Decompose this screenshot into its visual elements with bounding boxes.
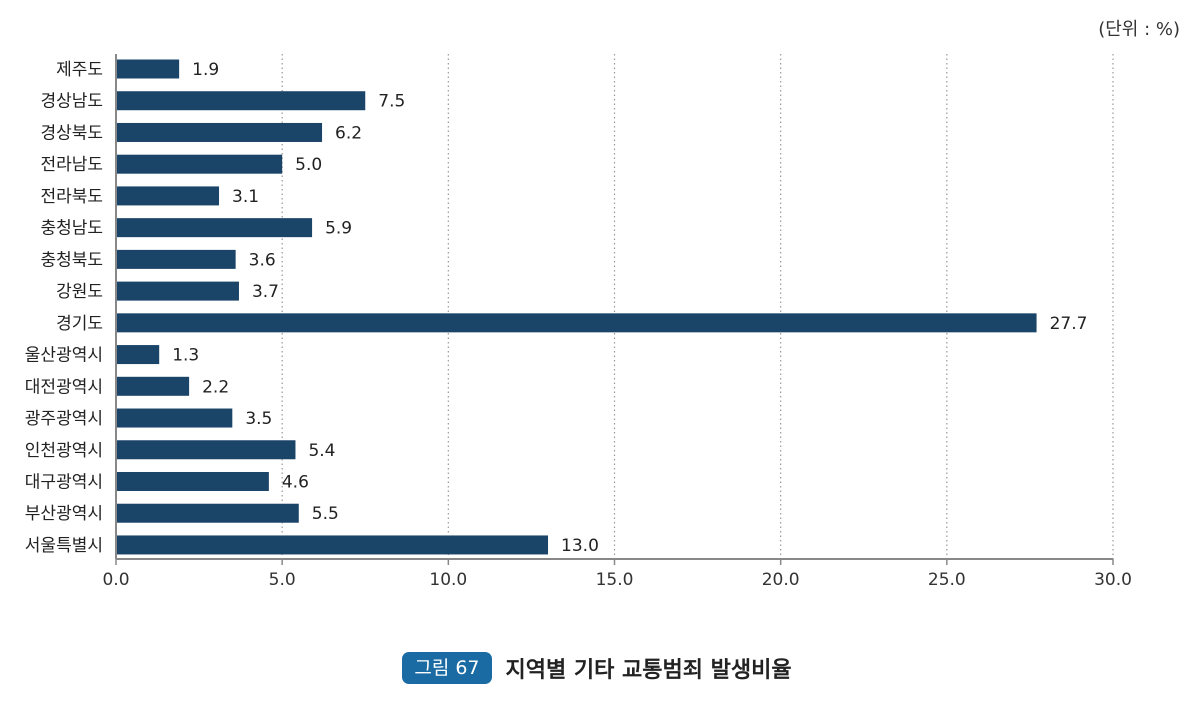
bar bbox=[117, 281, 239, 301]
bar bbox=[117, 313, 1037, 333]
x-tick-label: 20.0 bbox=[762, 570, 800, 590]
bar bbox=[117, 535, 549, 555]
category-label: 서울특별시 bbox=[25, 536, 103, 556]
category-label: 강원도 bbox=[56, 282, 103, 302]
bar bbox=[117, 408, 233, 428]
bar bbox=[117, 218, 313, 238]
value-label: 3.7 bbox=[252, 282, 279, 302]
category-label: 충청남도 bbox=[40, 219, 103, 239]
bars bbox=[117, 59, 1037, 555]
value-label: 5.0 bbox=[295, 155, 322, 175]
bar bbox=[117, 471, 269, 491]
bar-chart: 0.0 5.0 10.0 15.0 20.0 25.0 30.0 제주도 1.9 경상남도 7.5 경… bbox=[25, 54, 1132, 590]
x-tick-label: 5.0 bbox=[269, 570, 296, 590]
category-label: 광주광역시 bbox=[25, 409, 103, 429]
value-label: 13.0 bbox=[561, 536, 599, 556]
value-label: 5.4 bbox=[308, 441, 335, 461]
bar bbox=[117, 122, 323, 142]
category-label: 전라남도 bbox=[40, 155, 103, 175]
category-label: 울산광역시 bbox=[25, 346, 103, 366]
figure-title: 지역별 기타 교통범죄 발생비율 bbox=[505, 658, 792, 683]
axes bbox=[115, 54, 1114, 565]
value-label: 27.7 bbox=[1050, 314, 1088, 334]
category-label: 인천광역시 bbox=[25, 441, 103, 461]
value-label: 3.1 bbox=[232, 187, 259, 207]
bar bbox=[117, 186, 220, 206]
x-tick-label: 10.0 bbox=[429, 570, 467, 590]
bar bbox=[117, 91, 366, 111]
bar bbox=[117, 345, 160, 365]
x-tick-label: 15.0 bbox=[596, 570, 634, 590]
category-label: 제주도 bbox=[56, 60, 103, 80]
category-label: 경기도 bbox=[56, 314, 103, 334]
figure-number-badge: 그림 67 bbox=[402, 652, 492, 684]
bar bbox=[117, 376, 190, 396]
category-label: 대구광역시 bbox=[25, 472, 103, 492]
x-tick-label: 0.0 bbox=[102, 570, 129, 590]
value-label: 1.3 bbox=[172, 346, 199, 366]
value-label: 5.9 bbox=[325, 219, 352, 239]
value-label: 3.6 bbox=[249, 250, 276, 270]
value-label: 3.5 bbox=[245, 409, 272, 429]
category-label: 경상북도 bbox=[40, 123, 103, 143]
bar bbox=[117, 503, 299, 523]
value-label: 6.2 bbox=[335, 123, 362, 143]
bar bbox=[117, 154, 283, 174]
value-label: 7.5 bbox=[378, 92, 405, 112]
figure-caption: 그림 67 지역별 기타 교통범죄 발생비율 bbox=[0, 652, 1194, 684]
category-label: 부산광역시 bbox=[25, 504, 103, 524]
value-label: 5.5 bbox=[312, 504, 339, 524]
category-label: 대전광역시 bbox=[25, 377, 103, 397]
bar bbox=[117, 440, 296, 460]
bar bbox=[117, 59, 180, 79]
value-label: 2.2 bbox=[202, 377, 229, 397]
value-label: 4.6 bbox=[282, 472, 309, 492]
unit-label: (단위 : %) bbox=[1098, 19, 1180, 40]
grid-lines bbox=[281, 54, 1114, 559]
category-label: 충청북도 bbox=[40, 250, 103, 270]
value-label: 1.9 bbox=[192, 60, 219, 80]
category-label: 전라북도 bbox=[40, 187, 103, 207]
bar bbox=[117, 249, 236, 269]
category-label: 경상남도 bbox=[40, 92, 103, 112]
labels: 0.0 5.0 10.0 15.0 20.0 25.0 30.0 제주도 1.9 경상남도 7.5 경… bbox=[25, 60, 1132, 590]
x-tick-label: 25.0 bbox=[928, 570, 966, 590]
x-tick-label: 30.0 bbox=[1094, 570, 1132, 590]
